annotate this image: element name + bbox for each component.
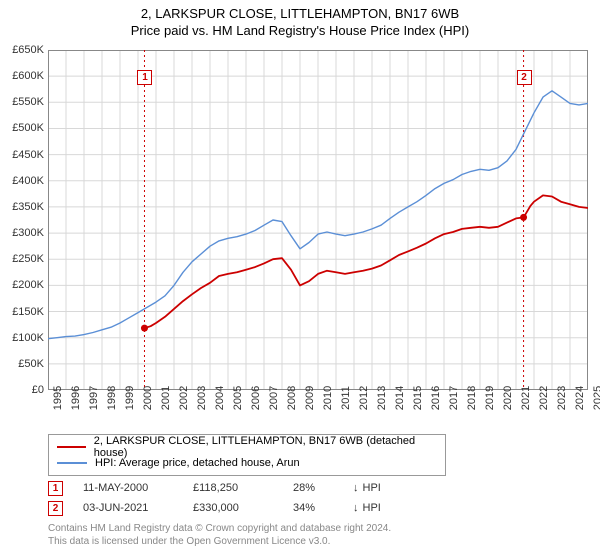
- point-date-2: 03-JUN-2021: [83, 502, 193, 514]
- chart-plot-area: [48, 50, 588, 390]
- x-axis-tick-label: 2018: [466, 386, 478, 410]
- legend-label-hpi: HPI: Average price, detached house, Arun: [95, 457, 300, 469]
- chart-marker-2: 2: [517, 70, 532, 85]
- legend-swatch-hpi: [57, 462, 87, 464]
- y-axis-tick-label: £250K: [12, 253, 44, 265]
- x-axis-tick-label: 2014: [394, 386, 406, 410]
- footer-line2: This data is licensed under the Open Gov…: [48, 535, 391, 548]
- legend-swatch-property: [57, 446, 86, 448]
- x-axis-tick-label: 2008: [286, 386, 298, 410]
- x-axis-tick-label: 1997: [88, 386, 100, 410]
- chart-legend: 2, LARKSPUR CLOSE, LITTLEHAMPTON, BN17 6…: [48, 434, 446, 476]
- marker-icon-1: 1: [48, 481, 63, 496]
- legend-item-property: 2, LARKSPUR CLOSE, LITTLEHAMPTON, BN17 6…: [57, 439, 437, 455]
- y-axis-tick-label: £350K: [12, 201, 44, 213]
- x-axis-tick-label: 2013: [376, 386, 388, 410]
- x-axis-tick-label: 2016: [430, 386, 442, 410]
- chart-title-line1: 2, LARKSPUR CLOSE, LITTLEHAMPTON, BN17 6…: [0, 6, 600, 21]
- x-axis-tick-label: 2015: [412, 386, 424, 410]
- y-axis-tick-label: £400K: [12, 175, 44, 187]
- y-axis-tick-label: £500K: [12, 122, 44, 134]
- x-axis-tick-label: 2022: [538, 386, 550, 410]
- footer-line1: Contains HM Land Registry data © Crown c…: [48, 522, 391, 535]
- x-axis-tick-label: 2020: [502, 386, 514, 410]
- x-axis-tick-label: 2011: [340, 386, 352, 410]
- point-price-2: £330,000: [193, 502, 293, 514]
- x-axis-tick-label: 2021: [520, 386, 532, 410]
- x-axis-tick-label: 2002: [178, 386, 190, 410]
- x-axis-tick-label: 1995: [52, 386, 64, 410]
- marker-icon-2: 2: [48, 501, 63, 516]
- x-axis-tick-label: 2023: [556, 386, 568, 410]
- x-axis-tick-label: 2025: [592, 386, 600, 410]
- x-axis-tick-label: 2000: [142, 386, 154, 410]
- chart-marker-1: 1: [137, 70, 152, 85]
- y-axis-tick-label: £200K: [12, 279, 44, 291]
- x-axis-tick-label: 2001: [160, 386, 172, 410]
- x-axis-tick-label: 1999: [124, 386, 136, 410]
- y-axis-tick-label: £450K: [12, 149, 44, 161]
- point-price-1: £118,250: [193, 482, 293, 494]
- y-axis-tick-label: £600K: [12, 70, 44, 82]
- y-axis-tick-label: £550K: [12, 96, 44, 108]
- point-pct-1: 28%: [293, 482, 353, 494]
- x-axis-tick-label: 2012: [358, 386, 370, 410]
- x-axis-tick-label: 2010: [322, 386, 334, 410]
- point-pct-2: 34%: [293, 502, 353, 514]
- point-vs-2: HPI: [363, 502, 381, 514]
- legend-label-property: 2, LARKSPUR CLOSE, LITTLEHAMPTON, BN17 6…: [94, 435, 437, 459]
- x-axis-tick-label: 2007: [268, 386, 280, 410]
- x-axis-tick-label: 2004: [214, 386, 226, 410]
- x-axis-tick-label: 2024: [574, 386, 586, 410]
- x-axis-tick-label: 2017: [448, 386, 460, 410]
- chart-svg: [48, 50, 588, 390]
- y-axis-tick-label: £150K: [12, 306, 44, 318]
- point-vs-1: HPI: [363, 482, 381, 494]
- y-axis-tick-label: £300K: [12, 227, 44, 239]
- chart-title-line2: Price paid vs. HM Land Registry's House …: [0, 23, 600, 38]
- data-point-row-2: 2 03-JUN-2021 £330,000 34% ↓ HPI: [48, 498, 381, 518]
- x-axis-labels: 1995199619971998199920002001200220032004…: [48, 394, 588, 434]
- x-axis-tick-label: 1998: [106, 386, 118, 410]
- data-points-table: 1 11-MAY-2000 £118,250 28% ↓ HPI 2 03-JU…: [48, 478, 381, 518]
- x-axis-tick-label: 2005: [232, 386, 244, 410]
- y-axis-tick-label: £0: [32, 384, 44, 396]
- x-axis-tick-label: 2006: [250, 386, 262, 410]
- x-axis-tick-label: 2019: [484, 386, 496, 410]
- down-arrow-icon: ↓: [353, 482, 359, 494]
- x-axis-tick-label: 2009: [304, 386, 316, 410]
- down-arrow-icon: ↓: [353, 502, 359, 514]
- data-point-row-1: 1 11-MAY-2000 £118,250 28% ↓ HPI: [48, 478, 381, 498]
- y-axis-tick-label: £100K: [12, 332, 44, 344]
- y-axis-tick-label: £50K: [18, 358, 44, 370]
- y-axis-tick-label: £650K: [12, 44, 44, 56]
- y-axis-labels: £0£50K£100K£150K£200K£250K£300K£350K£400…: [0, 50, 46, 390]
- footer-attribution: Contains HM Land Registry data © Crown c…: [48, 522, 391, 548]
- x-axis-tick-label: 1996: [70, 386, 82, 410]
- point-date-1: 11-MAY-2000: [83, 482, 193, 494]
- x-axis-tick-label: 2003: [196, 386, 208, 410]
